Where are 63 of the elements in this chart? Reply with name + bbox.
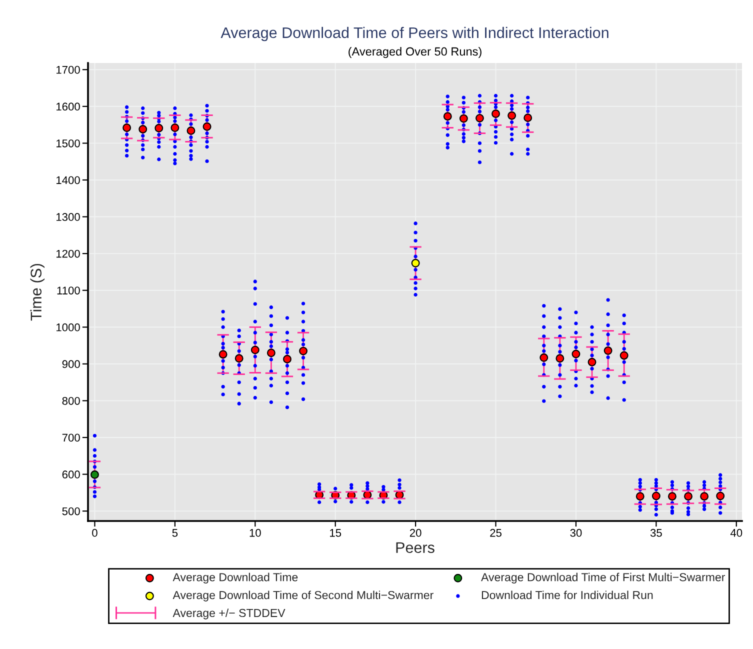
point (122, 124, 132, 132)
y-tick-label: 1000 (56, 323, 80, 332)
x-tick-label: 40 (730, 528, 742, 537)
x-tick-label: 30 (570, 528, 582, 537)
y-tick-label: 1400 (56, 176, 80, 184)
point (652, 492, 660, 500)
legend-label: Average Download Time of Second Multi−Swarmer (172, 590, 434, 602)
legend-label: Download Time for Individual Run (482, 590, 653, 600)
y-tick-label: 1100 (57, 286, 80, 294)
point (218, 350, 228, 359)
y-tick-label: 900 (62, 360, 80, 368)
point (266, 348, 276, 358)
point (700, 492, 709, 501)
x-axis-title: Peers (396, 542, 434, 553)
point (604, 346, 612, 355)
point (234, 354, 244, 363)
y-tick-label: 600 (62, 470, 80, 478)
point (540, 353, 548, 362)
point (250, 346, 260, 354)
point (154, 124, 164, 132)
point (459, 114, 468, 123)
point (411, 258, 420, 268)
point (202, 122, 212, 131)
x-tick-label: 0 (92, 528, 98, 537)
point (668, 492, 676, 501)
x-tick-label: 10 (250, 528, 261, 537)
y-tick-label: 1600 (56, 102, 80, 111)
y-tick-label: 1200 (56, 250, 80, 258)
y-tick-label: 800 (62, 396, 80, 405)
point (524, 114, 532, 122)
point (492, 110, 500, 118)
x-tick-label: 15 (330, 529, 342, 537)
point (508, 111, 516, 120)
legend-label: Average Download Time of First Multi−Swarmer (481, 572, 726, 584)
point (186, 126, 196, 135)
y-tick-label: 1300 (56, 213, 80, 221)
point (170, 124, 180, 132)
legend-label: Average Download Time (172, 572, 298, 584)
x-tick-label: 5 (172, 529, 178, 537)
x-tick-label: 25 (490, 528, 502, 537)
chart-title: Average Download Time of Peers with Indirect Interaction (220, 26, 608, 42)
y-axis-title: Time (S) (30, 264, 45, 321)
point (90, 470, 99, 479)
legend-label: Average +/− STDDEV (172, 608, 286, 620)
x-tick-label: 35 (650, 528, 662, 537)
point (283, 354, 292, 364)
point (299, 346, 308, 356)
point (588, 358, 596, 366)
y-tick-label: 1500 (56, 139, 80, 148)
point (556, 354, 564, 363)
point (684, 492, 692, 501)
y-tick-label: 500 (62, 507, 80, 516)
point (138, 124, 148, 134)
point (475, 114, 484, 122)
point (636, 492, 644, 501)
y-tick-label: 1700 (56, 66, 80, 74)
point (716, 492, 725, 500)
point (572, 350, 580, 358)
point (620, 351, 628, 360)
y-tick-label: 700 (62, 434, 80, 442)
x-tick-label: 20 (410, 528, 422, 537)
chart-subtitle: (Averaged Over 50 Runs) (348, 47, 482, 58)
point (443, 112, 452, 121)
